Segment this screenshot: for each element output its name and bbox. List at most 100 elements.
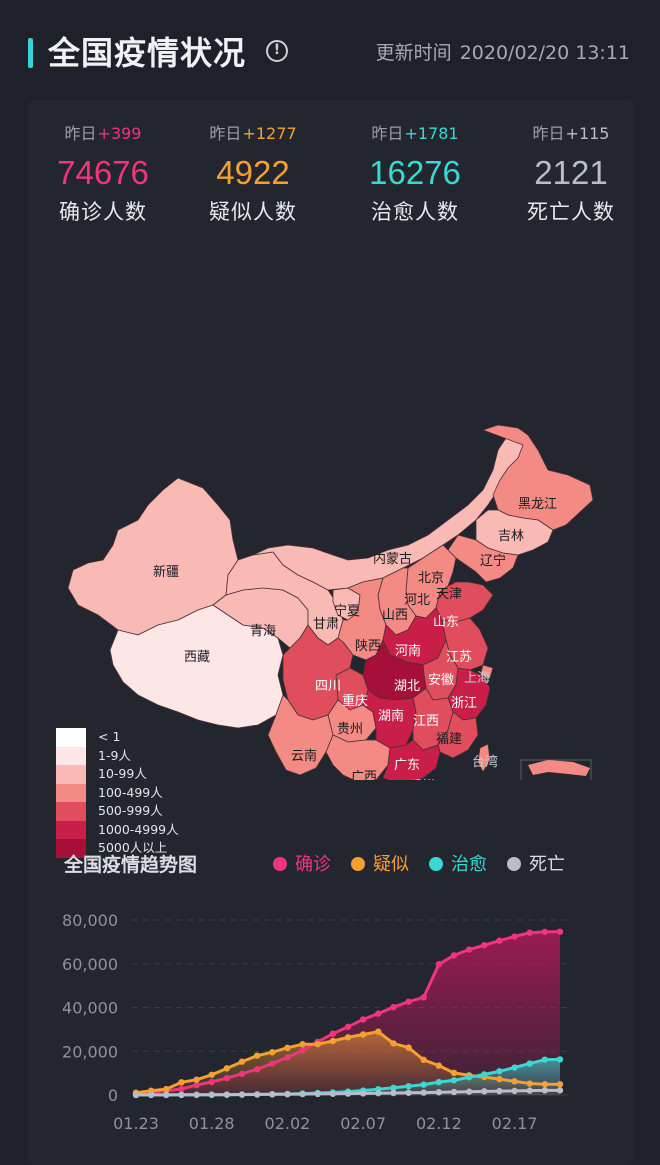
series-dead-point[interactable]: [223, 1091, 231, 1098]
series-suspected-point[interactable]: [511, 1078, 518, 1085]
series-suspected-point[interactable]: [314, 1040, 321, 1048]
series-suspected-point[interactable]: [284, 1044, 291, 1052]
series-cured-point[interactable]: [556, 1056, 564, 1063]
series-confirmed-point[interactable]: [390, 1003, 397, 1011]
series-cured-point[interactable]: [526, 1060, 533, 1067]
series-dead-point[interactable]: [344, 1090, 352, 1097]
series-dead-point[interactable]: [526, 1087, 533, 1094]
series-confirmed-point[interactable]: [511, 933, 518, 940]
series-suspected-point[interactable]: [359, 1031, 367, 1038]
trend-chart[interactable]: 0 20,000 40,000 60,000 80,000 01.23 01.28 02.02…: [28, 900, 633, 1140]
series-dead-point[interactable]: [299, 1090, 306, 1098]
series-confirmed-point[interactable]: [435, 960, 443, 968]
series-suspected-point[interactable]: [496, 1075, 503, 1083]
legend-item-suspected[interactable]: 疑似: [351, 850, 409, 876]
series-confirmed-point[interactable]: [556, 928, 564, 935]
series-confirmed-point[interactable]: [420, 994, 427, 1001]
series-dead-point[interactable]: [511, 1087, 518, 1095]
series-dead-point[interactable]: [496, 1087, 503, 1095]
series-dead-point[interactable]: [541, 1087, 549, 1094]
series-confirmed-point[interactable]: [178, 1085, 185, 1093]
series-suspected-point[interactable]: [238, 1058, 246, 1065]
series-confirmed-point[interactable]: [238, 1070, 246, 1077]
series-cured-point[interactable]: [450, 1077, 458, 1084]
legend-item-confirmed[interactable]: 确诊: [273, 850, 331, 876]
info-icon[interactable]: !: [266, 40, 288, 62]
series-confirmed-point[interactable]: [526, 929, 533, 936]
series-dead-point[interactable]: [435, 1089, 443, 1096]
series-confirmed-point[interactable]: [405, 998, 412, 1005]
series-dead-point[interactable]: [238, 1091, 246, 1098]
series-dead-point[interactable]: [314, 1090, 321, 1098]
series-dead-point[interactable]: [163, 1091, 170, 1099]
series-suspected-point[interactable]: [223, 1065, 231, 1072]
region-shanghai[interactable]: [479, 664, 494, 679]
series-suspected-point[interactable]: [556, 1081, 564, 1088]
series-confirmed-point[interactable]: [481, 941, 488, 949]
region-taiwan[interactable]: [477, 743, 491, 773]
series-cured-point[interactable]: [435, 1078, 443, 1086]
series-suspected-point[interactable]: [163, 1085, 170, 1093]
series-suspected-point[interactable]: [329, 1037, 337, 1045]
series-cured-point[interactable]: [465, 1074, 473, 1081]
series-dead-point[interactable]: [556, 1087, 564, 1094]
series-cured-point[interactable]: [541, 1056, 549, 1063]
series-dead-point[interactable]: [465, 1088, 473, 1095]
series-suspected-point[interactable]: [269, 1049, 276, 1056]
series-suspected-point[interactable]: [375, 1028, 382, 1035]
series-dead-point[interactable]: [390, 1089, 397, 1097]
series-dead-point[interactable]: [208, 1091, 215, 1098]
series-suspected-point[interactable]: [390, 1040, 397, 1047]
series-confirmed-point[interactable]: [541, 928, 549, 936]
series-dead-point[interactable]: [359, 1090, 367, 1097]
series-dead-point[interactable]: [481, 1088, 488, 1095]
series-confirmed-point[interactable]: [299, 1047, 306, 1054]
series-confirmed-point[interactable]: [329, 1030, 337, 1037]
series-dead-point[interactable]: [375, 1090, 382, 1097]
series-confirmed-point[interactable]: [208, 1078, 215, 1086]
series-suspected-point[interactable]: [208, 1071, 215, 1078]
series-confirmed-point[interactable]: [375, 1010, 382, 1017]
series-dead-point[interactable]: [147, 1091, 155, 1099]
series-cured-point[interactable]: [496, 1068, 503, 1075]
series-cured-point[interactable]: [420, 1081, 427, 1088]
region-guangdong[interactable]: [382, 739, 441, 780]
series-dead-point[interactable]: [405, 1089, 412, 1096]
series-suspected-point[interactable]: [299, 1041, 306, 1048]
series-dead-point[interactable]: [450, 1088, 458, 1096]
series-suspected-point[interactable]: [541, 1081, 549, 1088]
series-suspected-point[interactable]: [253, 1052, 261, 1059]
series-confirmed-point[interactable]: [344, 1023, 352, 1031]
series-suspected-point[interactable]: [344, 1034, 352, 1041]
series-dead-point[interactable]: [178, 1091, 185, 1099]
series-confirmed-point[interactable]: [269, 1060, 276, 1067]
series-dead-point[interactable]: [253, 1091, 261, 1098]
series-suspected-point[interactable]: [526, 1080, 533, 1087]
series-dead-point[interactable]: [269, 1091, 276, 1098]
series-suspected-point[interactable]: [178, 1079, 185, 1086]
legend-item-dead[interactable]: 死亡: [507, 850, 565, 876]
series-cured-point[interactable]: [481, 1071, 488, 1078]
series-cured-point[interactable]: [390, 1084, 397, 1092]
region-guangxi[interactable]: [325, 734, 391, 780]
series-dead-point[interactable]: [284, 1091, 291, 1098]
series-suspected-point[interactable]: [450, 1069, 458, 1077]
series-dead-point[interactable]: [193, 1091, 200, 1098]
series-cured-point[interactable]: [405, 1083, 412, 1090]
series-dead-point[interactable]: [420, 1089, 427, 1096]
series-suspected-point[interactable]: [420, 1056, 427, 1064]
region-heilongjiang[interactable]: [482, 424, 594, 531]
series-confirmed-point[interactable]: [253, 1066, 261, 1073]
china-map[interactable]: 黑龙江 吉林 辽宁 内蒙古 北京 天津 河北 新疆 青海 甘肃 宁夏 山西 山东 陕西 河南 江苏 西藏 四川 湖北…: [28, 320, 633, 858]
series-confirmed-point[interactable]: [193, 1081, 200, 1089]
series-confirmed-point[interactable]: [284, 1054, 291, 1061]
series-confirmed-point[interactable]: [496, 937, 503, 944]
series-cured-point[interactable]: [511, 1064, 518, 1071]
series-confirmed-point[interactable]: [359, 1016, 367, 1023]
series-dead-point[interactable]: [132, 1091, 140, 1099]
series-suspected-point[interactable]: [435, 1062, 443, 1069]
series-suspected-point[interactable]: [193, 1076, 200, 1083]
series-confirmed-point[interactable]: [223, 1074, 231, 1082]
series-dead-point[interactable]: [329, 1090, 337, 1097]
